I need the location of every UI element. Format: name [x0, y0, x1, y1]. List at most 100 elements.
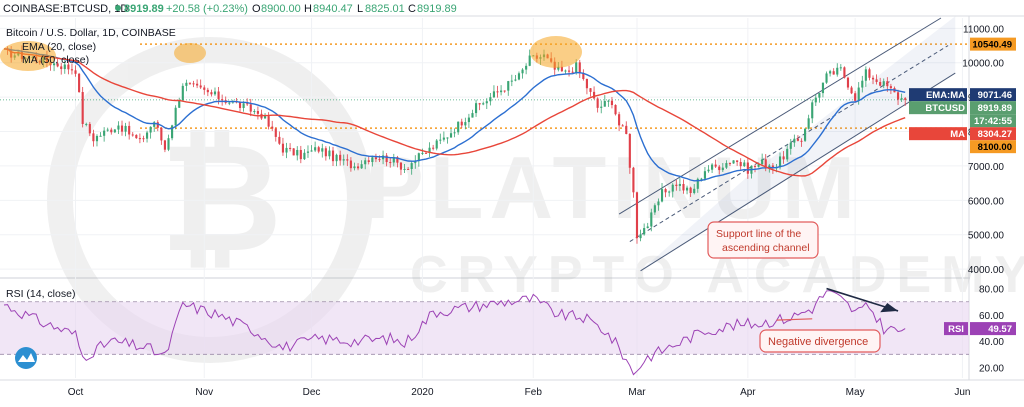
ma-50-line[interactable] [3, 48, 906, 177]
highlight-ellipse-right [530, 36, 582, 68]
candle-body [625, 125, 628, 134]
candle-body [120, 125, 124, 132]
rsi-axis-tick: 40.00 [979, 337, 1004, 348]
candle-body [421, 152, 424, 154]
rsi-tag-name: RSI [948, 324, 964, 335]
candle-body [196, 83, 199, 86]
candle-body [618, 114, 621, 126]
candle-body [353, 166, 356, 169]
candle-body [757, 164, 760, 167]
candle-body [761, 159, 764, 165]
candle-body [449, 133, 453, 138]
candle-body [607, 100, 610, 102]
candle-body [829, 71, 832, 74]
highlight-ellipse-left [0, 41, 56, 71]
candle-body [271, 126, 274, 129]
price-axis-tick: 7000.00 [968, 162, 1005, 173]
candle-body [628, 133, 631, 168]
candle-body [310, 150, 313, 152]
price-tag-name-bg [909, 88, 967, 102]
candle-body [485, 101, 488, 104]
price-tag-bg [970, 140, 1016, 154]
candle-body [596, 98, 599, 108]
candle-body [703, 171, 707, 179]
candle-body [217, 91, 220, 100]
candle-body [768, 165, 771, 168]
channel-support-line[interactable] [640, 72, 956, 272]
candle-body [900, 98, 903, 100]
candle-body [643, 228, 646, 235]
tv-logo-icon[interactable] [15, 347, 37, 369]
candle-body [664, 189, 667, 193]
candle-body [668, 191, 671, 193]
rsi-axis-tick: 20.00 [979, 363, 1004, 374]
candle-body [407, 168, 410, 170]
candle-body [210, 92, 213, 95]
candle-body [446, 137, 449, 139]
candle-body [639, 234, 642, 239]
time-axis-tick: Apr [740, 387, 756, 398]
candle-body [292, 148, 295, 156]
candle-body [632, 167, 635, 193]
candle-body [721, 167, 724, 171]
candle-body [178, 100, 181, 108]
candle-body [839, 67, 842, 69]
candle-body [335, 154, 338, 162]
candle-body [385, 155, 388, 163]
header-c-label: C [408, 3, 416, 15]
candle-body [256, 111, 259, 114]
ema-legend: EMA (20, close) [22, 41, 96, 53]
candle-body [306, 151, 310, 153]
candle-body [199, 85, 202, 88]
time-axis-tick: 2020 [411, 387, 434, 398]
candle-body [221, 99, 224, 101]
candle-body [131, 134, 134, 136]
candle-body [117, 125, 120, 130]
price-tag-value: 8100.00 [978, 142, 1012, 153]
price-axis-tick: 10000.00 [962, 59, 1004, 70]
candle-body [585, 79, 588, 89]
candle-body [889, 86, 892, 89]
candle-body [482, 103, 485, 105]
candle-body [850, 87, 853, 94]
candle-body [789, 142, 792, 149]
candle-body [238, 102, 242, 109]
candle-body [678, 184, 681, 186]
candle-body [342, 159, 345, 161]
price-tag-value: 8919.89 [978, 103, 1012, 114]
candle-body [192, 83, 195, 85]
channel-resistance-line[interactable] [618, 17, 942, 215]
rsi-line[interactable] [3, 290, 906, 376]
highlight-ellipse-mid [174, 43, 206, 63]
ema-20-line[interactable] [3, 48, 906, 182]
candle-body [99, 135, 102, 137]
candle-body [503, 90, 506, 92]
candle-body [671, 184, 674, 192]
candle-body [660, 189, 664, 202]
candle-body [253, 111, 256, 113]
candle-body [163, 140, 166, 150]
price-tag-value: 9071.46 [978, 90, 1012, 101]
candle-body [321, 148, 324, 152]
header-o-value: 8900.00 [261, 3, 301, 15]
candle-body [739, 161, 742, 167]
candle-body [442, 137, 445, 140]
candle-body [281, 143, 285, 153]
candle-body [206, 89, 209, 93]
candle-body [78, 73, 81, 93]
candle-body [904, 98, 907, 100]
candle-body [392, 157, 395, 163]
price-tag-bg [970, 88, 1016, 102]
candle-body [174, 107, 177, 126]
rsi-tag-bg [970, 322, 1016, 336]
candle-body [875, 79, 878, 82]
candle-body [185, 82, 188, 86]
candle-body [492, 91, 496, 98]
header-h-value: 8940.47 [313, 3, 353, 15]
candle-body [181, 85, 184, 101]
candle-body [106, 129, 109, 131]
channel-midline[interactable] [629, 45, 949, 243]
candle-body [771, 165, 774, 168]
candle-body [360, 164, 363, 169]
